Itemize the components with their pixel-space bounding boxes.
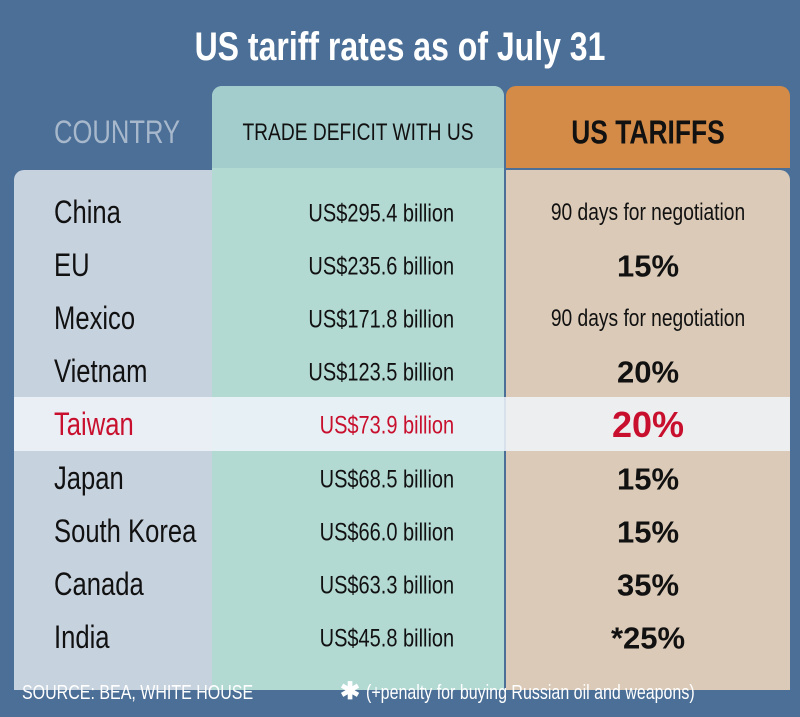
highlight-row <box>14 397 790 451</box>
trade-deficit: US$235.6 billion <box>308 252 454 281</box>
country: Canada <box>54 565 144 602</box>
country: Taiwan <box>54 406 134 443</box>
title: US tariff rates as of July 31 <box>194 25 606 69</box>
tariff: 35% <box>616 567 680 603</box>
tariff: 15% <box>616 514 680 550</box>
deficit-column <box>212 86 504 690</box>
column-header: TRADE DEFICIT WITH US <box>242 119 474 146</box>
tariff: 20% <box>611 404 685 446</box>
country: China <box>54 194 121 230</box>
tariff: 90 days for negotiation <box>550 305 746 333</box>
country: Mexico <box>54 300 136 337</box>
note-marker: ✱ <box>340 678 361 705</box>
country: South Korea <box>54 512 197 549</box>
trade-deficit: US$123.5 billion <box>308 358 454 387</box>
tariff-header-bg <box>506 86 790 168</box>
tariff: 20% <box>616 354 680 390</box>
trade-deficit: US$66.0 billion <box>319 518 454 547</box>
tariff: *25% <box>610 620 686 656</box>
trade-deficit: US$68.5 billion <box>319 465 454 493</box>
note: (+penalty for buying Russian oil and wea… <box>366 682 695 704</box>
column-header: US TARIFFS <box>571 113 725 151</box>
tariff: 90 days for negotiation <box>550 199 746 226</box>
tariff: 15% <box>616 461 680 496</box>
trade-deficit: US$63.3 billion <box>319 571 454 600</box>
trade-deficit: US$73.9 billion <box>319 411 454 440</box>
trade-deficit: US$295.4 billion <box>308 199 454 228</box>
country: EU <box>54 247 90 284</box>
tariff: 15% <box>616 248 680 284</box>
country: Vietnam <box>54 353 148 390</box>
trade-deficit: US$45.8 billion <box>319 624 454 653</box>
country: India <box>54 618 110 655</box>
trade-deficit: US$171.8 billion <box>308 305 454 334</box>
deficit-header-bg <box>212 86 504 168</box>
country: Japan <box>54 459 124 496</box>
source: SOURCE: BEA, WHITE HOUSE <box>22 682 254 704</box>
column-header: COUNTRY <box>54 114 181 150</box>
